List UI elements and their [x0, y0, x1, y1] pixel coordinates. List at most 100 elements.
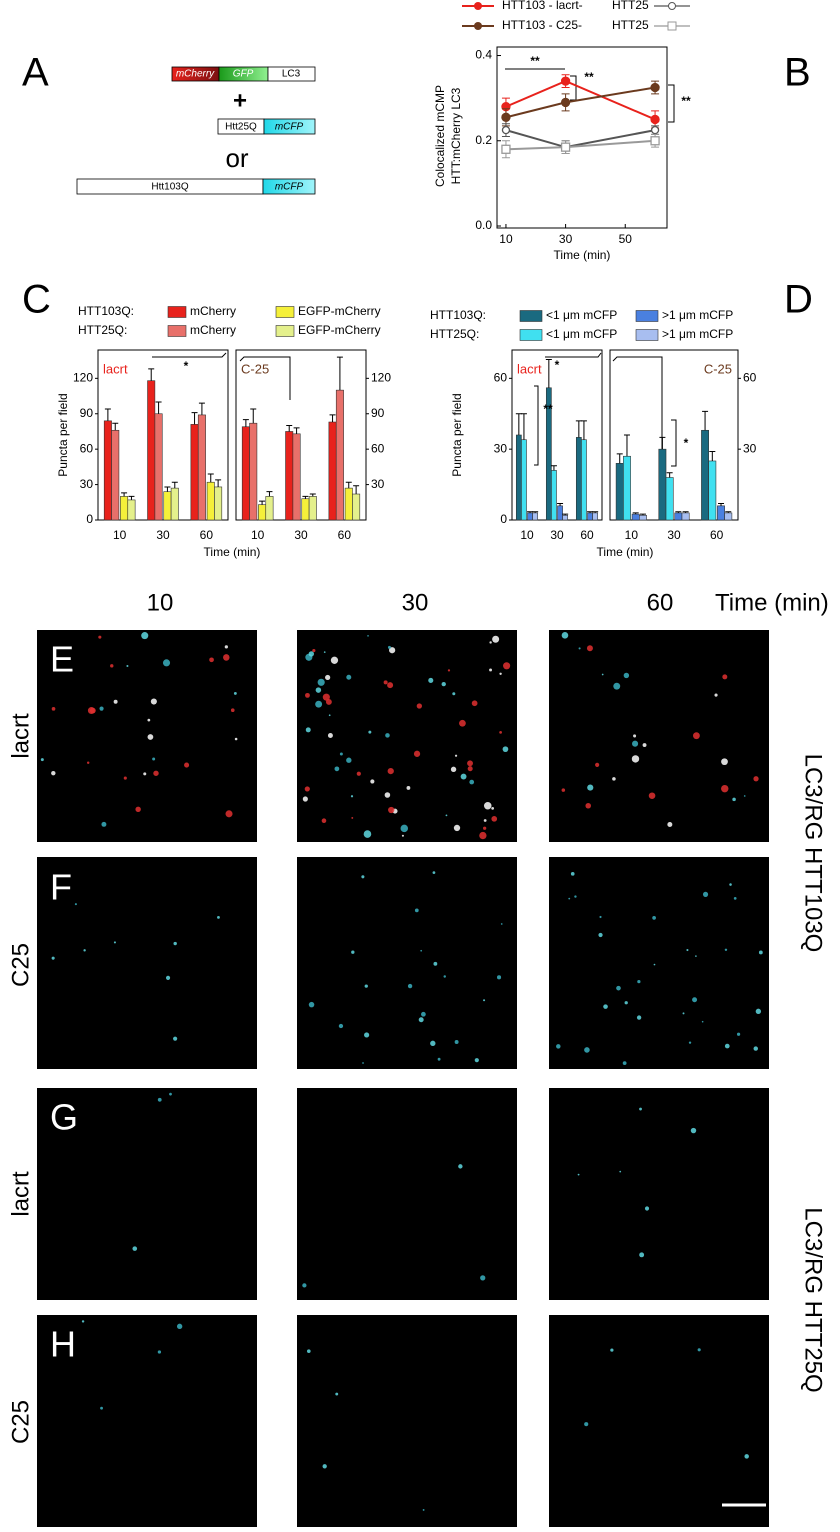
- fluorescent-spot: [401, 834, 404, 837]
- micrograph: [297, 630, 517, 842]
- y-tick-label: 60: [494, 371, 508, 385]
- error-bar: [121, 492, 128, 497]
- fluorescent-spot: [338, 1023, 344, 1029]
- y-axis-label: Puncta per field: [56, 393, 70, 476]
- y-tick-label: 120: [371, 371, 391, 385]
- fluorescent-spot: [113, 699, 118, 704]
- fluorescent-spot: [101, 821, 107, 827]
- fluorescent-spot: [744, 1454, 749, 1459]
- panel-label: E: [50, 639, 74, 680]
- annotation: **: [681, 94, 691, 108]
- error-bar: [104, 408, 111, 421]
- marker: [501, 112, 511, 122]
- fluorescent-spot: [334, 766, 340, 772]
- fluorescent-spot: [162, 659, 171, 667]
- legend-label: EGFP-mCherry: [298, 323, 381, 337]
- fluorescent-spot: [724, 1043, 730, 1049]
- bar: [665, 477, 674, 521]
- x-tick-label: 30: [559, 232, 573, 246]
- legend-label: HTT103 - C25-: [502, 18, 582, 32]
- error-bar: [515, 413, 522, 435]
- y-tick-label: 30: [743, 441, 757, 455]
- fluorescent-spot: [315, 687, 322, 693]
- fluorescent-spot: [595, 762, 600, 767]
- bar: [127, 499, 136, 521]
- bar: [301, 498, 310, 521]
- fluorescent-spot: [223, 654, 230, 661]
- fluorescent-spot: [697, 1348, 701, 1352]
- fluorescent-spot: [732, 797, 736, 802]
- micrograph: [549, 1088, 769, 1300]
- fluorescent-spot: [323, 651, 326, 653]
- row-label: C25: [7, 943, 34, 987]
- subplot-title: lacrt: [517, 361, 542, 376]
- fluorescent-spot: [362, 1062, 364, 1064]
- fluorescent-spot: [753, 1046, 758, 1051]
- error-bar: [592, 511, 599, 513]
- panel-label: B: [784, 51, 811, 95]
- fluorescent-spot: [561, 788, 566, 792]
- bar: [557, 505, 563, 521]
- error-bar: [709, 451, 716, 461]
- x-tick-label: 60: [338, 528, 352, 542]
- plot-frame: [496, 46, 668, 229]
- bar: [681, 512, 690, 521]
- y-tick-label: 60: [743, 371, 757, 385]
- fluorescent-spot: [432, 871, 436, 875]
- x-tick-label: 10: [113, 528, 127, 542]
- legend-swatch: [167, 325, 187, 337]
- fluorescent-spot: [387, 682, 394, 689]
- fluorescent-spot: [586, 645, 593, 652]
- plot-frame: [97, 349, 229, 521]
- error-bar: [562, 513, 569, 516]
- bar: [120, 496, 129, 521]
- micrograph: [549, 857, 769, 1069]
- error-bar: [309, 493, 316, 497]
- fluorescent-spot: [418, 1017, 424, 1023]
- legend-swatch: [275, 306, 295, 318]
- fluorescent-spot: [51, 770, 56, 776]
- x-tick-label: 30: [156, 528, 170, 542]
- marker: [501, 125, 511, 135]
- fluorescent-spot: [714, 693, 718, 697]
- y-axis-label: HTT:mCherry LC3: [449, 87, 463, 184]
- fluorescent-spot: [667, 822, 673, 828]
- fluorescent-spot: [389, 647, 396, 654]
- fluorescent-spot: [351, 816, 354, 819]
- domain-box: [263, 118, 316, 135]
- bar: [258, 504, 267, 521]
- micrograph: [37, 857, 257, 1069]
- fluorescent-spot: [308, 1001, 315, 1008]
- bar: [527, 512, 533, 521]
- x-tick-label: 10: [625, 528, 639, 542]
- error-bar: [164, 486, 171, 492]
- fluorescent-spot: [599, 915, 602, 919]
- fluorescent-spot: [150, 698, 157, 705]
- error-bar: [171, 481, 178, 489]
- error-bar: [286, 425, 293, 432]
- fluorescent-spot: [632, 740, 639, 747]
- fluorescent-spot: [364, 1032, 370, 1038]
- bar: [190, 424, 199, 521]
- fluorescent-spot: [350, 795, 354, 798]
- error-bar: [666, 472, 673, 478]
- fluorescent-spot: [157, 1097, 162, 1102]
- fluorescent-spot: [173, 1036, 178, 1041]
- fluorescent-spot: [400, 824, 409, 833]
- error-bar: [545, 358, 552, 388]
- fluorescent-spot: [302, 796, 308, 802]
- fluorescent-spot: [98, 635, 102, 639]
- fluorescent-spot: [467, 760, 473, 767]
- fluorescent-spot: [755, 1008, 762, 1015]
- bar: [592, 512, 599, 521]
- y-tick-label: 0: [86, 512, 93, 526]
- fluorescent-spot: [147, 718, 151, 722]
- fluorescent-spot: [499, 731, 502, 734]
- bar: [658, 448, 667, 521]
- y-tick-label: 30: [494, 441, 508, 455]
- domain-label: LC3: [282, 69, 301, 80]
- x-tick-label: 30: [294, 528, 308, 542]
- fluorescent-spot: [469, 779, 475, 785]
- error-bar: [527, 511, 534, 513]
- micrograph: [549, 630, 769, 842]
